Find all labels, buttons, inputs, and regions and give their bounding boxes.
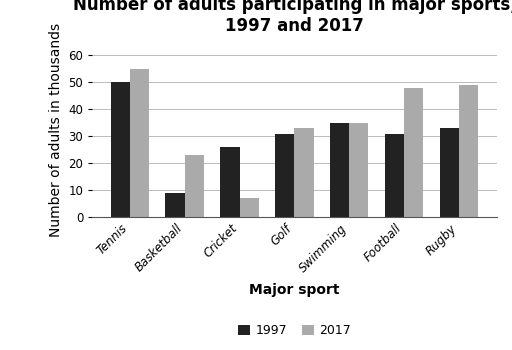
Bar: [404, 88, 423, 217]
Bar: [440, 128, 459, 217]
Bar: [165, 193, 185, 217]
Legend: 1997, 2017: 1997, 2017: [233, 320, 356, 343]
Bar: [294, 128, 314, 217]
X-axis label: Major sport: Major sport: [249, 283, 339, 297]
Y-axis label: Number of adults in thousands: Number of adults in thousands: [49, 22, 62, 237]
Bar: [385, 134, 404, 217]
Bar: [330, 123, 349, 217]
Bar: [240, 198, 259, 217]
Title: Number of adults participating in major sports,
1997 and 2017: Number of adults participating in major …: [73, 0, 512, 35]
Bar: [220, 147, 240, 217]
Bar: [185, 155, 204, 217]
Bar: [275, 134, 294, 217]
Bar: [459, 85, 478, 217]
Bar: [130, 69, 149, 217]
Bar: [111, 82, 130, 217]
Bar: [349, 123, 369, 217]
